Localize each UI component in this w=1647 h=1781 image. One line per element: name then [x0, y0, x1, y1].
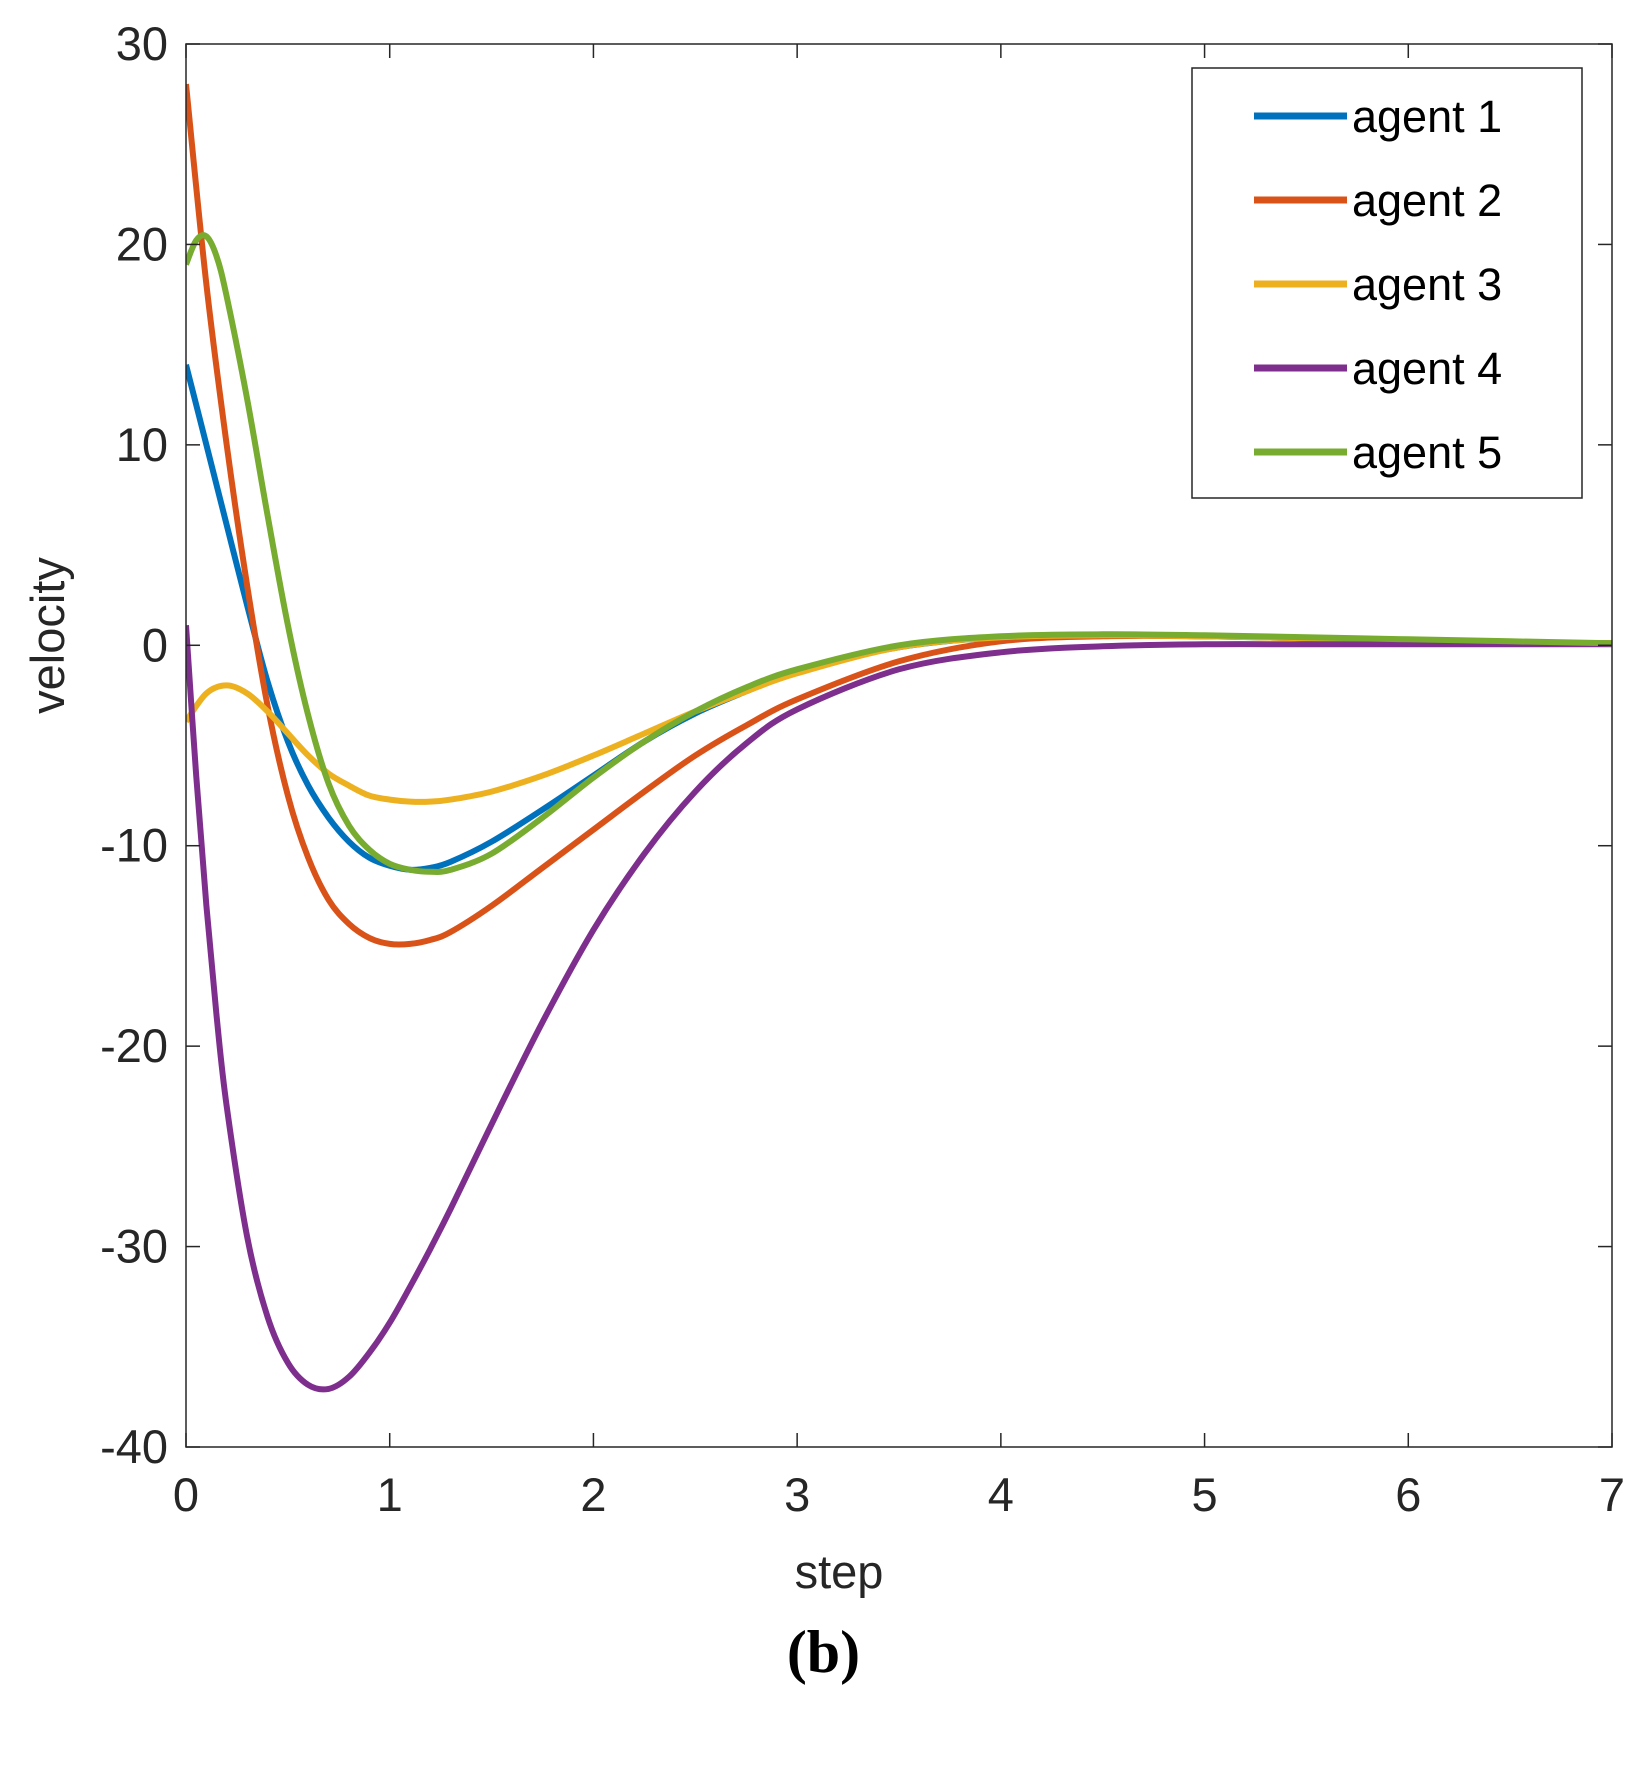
plot-area	[186, 83, 1612, 1393]
x-tick-label: 0	[173, 1468, 199, 1521]
y-tick-label: -40	[100, 1420, 168, 1473]
y-tick-label: -10	[100, 819, 168, 872]
series-line-agent-4	[186, 624, 1612, 1393]
x-tick-label: 6	[1395, 1468, 1421, 1521]
legend-label-agent-4: agent 4	[1352, 343, 1502, 394]
legend-label-agent-2: agent 2	[1352, 175, 1502, 226]
x-tick-label: 2	[580, 1468, 606, 1521]
x-tick-label: 3	[784, 1468, 810, 1521]
y-tick-label: 0	[142, 618, 168, 671]
series-line-agent-5	[186, 232, 1612, 875]
x-tick-label: 7	[1599, 1468, 1625, 1521]
x-axis-label: step	[795, 1545, 884, 1598]
y-tick-label: 10	[116, 418, 168, 471]
y-tick-label: 30	[116, 17, 168, 70]
y-axis-label: velocity	[21, 557, 74, 714]
legend: agent 1 agent 2 agent 3 agent 4 agent 5	[1191, 67, 1583, 499]
x-tick-label: 4	[988, 1468, 1014, 1521]
legend-label-agent-3: agent 3	[1352, 259, 1502, 310]
y-tick-label: 20	[116, 217, 168, 270]
legend-label-agent-1: agent 1	[1352, 91, 1502, 142]
y-tick-label: -20	[100, 1019, 168, 1072]
axes: 0 1 2 3 4 5 6 7 -40 -30 -20 -10 0 10 20 30 step velocity	[21, 17, 1625, 1598]
figure-caption: (b)	[786, 1619, 861, 1685]
legend-label-agent-5: agent 5	[1352, 427, 1502, 478]
x-tick-label: 1	[377, 1468, 403, 1521]
x-tick-label: 5	[1192, 1468, 1218, 1521]
y-tick-label: -30	[100, 1220, 168, 1273]
axes-box	[185, 43, 1613, 1448]
